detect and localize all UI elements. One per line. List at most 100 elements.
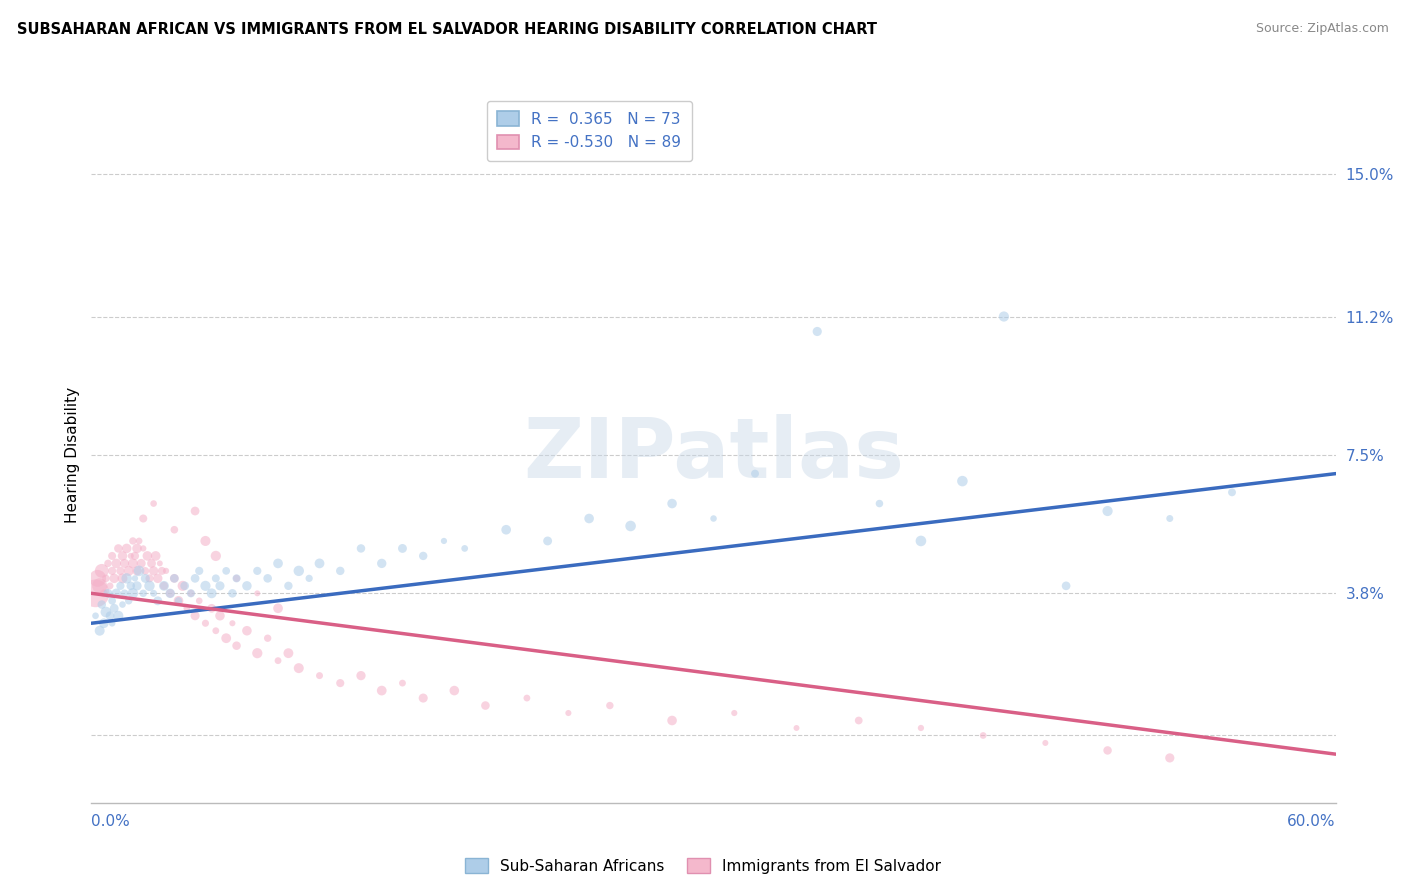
Point — [205, 624, 228, 638]
Point — [205, 571, 228, 585]
Point — [150, 564, 173, 578]
Point — [115, 571, 138, 585]
Point — [159, 586, 181, 600]
Point — [188, 594, 211, 608]
Point — [910, 533, 932, 548]
Text: SUBSAHARAN AFRICAN VS IMMIGRANTS FROM EL SALVADOR HEARING DISABILITY CORRELATION: SUBSAHARAN AFRICAN VS IMMIGRANTS FROM EL… — [17, 22, 877, 37]
Point — [134, 564, 156, 578]
Point — [495, 523, 517, 537]
Point — [869, 497, 891, 511]
Point — [267, 601, 290, 615]
Point — [84, 608, 107, 623]
Point — [138, 571, 160, 585]
Point — [391, 541, 413, 556]
Point — [1220, 485, 1243, 500]
Point — [950, 474, 973, 488]
Point — [578, 511, 600, 525]
Point — [208, 608, 231, 623]
Point — [225, 571, 247, 585]
Legend: Sub-Saharan Africans, Immigrants from El Salvador: Sub-Saharan Africans, Immigrants from El… — [458, 852, 948, 880]
Text: ZIPatlas: ZIPatlas — [523, 415, 904, 495]
Point — [329, 676, 352, 690]
Point — [1035, 736, 1057, 750]
Point — [97, 586, 120, 600]
Point — [267, 557, 290, 571]
Point — [132, 541, 155, 556]
Point — [105, 586, 128, 600]
Point — [298, 571, 321, 585]
Point — [453, 541, 475, 556]
Point — [236, 624, 259, 638]
Point — [236, 579, 259, 593]
Point — [350, 541, 373, 556]
Point — [146, 594, 169, 608]
Point — [138, 579, 160, 593]
Point — [128, 533, 150, 548]
Point — [142, 586, 165, 600]
Point — [180, 586, 202, 600]
Point — [142, 564, 165, 578]
Point — [105, 557, 128, 571]
Point — [125, 579, 148, 593]
Point — [90, 598, 112, 612]
Point — [149, 557, 172, 571]
Point — [93, 586, 115, 600]
Point — [221, 616, 243, 631]
Point — [599, 698, 621, 713]
Point — [136, 549, 159, 563]
Point — [412, 549, 434, 563]
Text: Source: ZipAtlas.com: Source: ZipAtlas.com — [1256, 22, 1389, 36]
Point — [205, 549, 228, 563]
Point — [98, 608, 121, 623]
Point — [145, 549, 167, 563]
Point — [661, 497, 683, 511]
Point — [1097, 504, 1119, 518]
Point — [120, 549, 142, 563]
Point — [167, 594, 190, 608]
Point — [308, 668, 330, 682]
Point — [90, 564, 112, 578]
Point — [134, 571, 156, 585]
Point — [110, 579, 132, 593]
Point — [516, 691, 538, 706]
Point — [350, 668, 373, 682]
Point — [86, 571, 108, 585]
Point — [163, 571, 186, 585]
Point — [132, 511, 155, 525]
Point — [155, 564, 177, 578]
Point — [111, 549, 134, 563]
Point — [153, 579, 176, 593]
Point — [225, 639, 247, 653]
Point — [744, 467, 766, 481]
Point — [194, 579, 217, 593]
Point — [124, 549, 146, 563]
Point — [107, 541, 129, 556]
Point — [1159, 511, 1181, 525]
Point — [246, 564, 269, 578]
Point — [972, 729, 994, 743]
Point — [785, 721, 807, 735]
Y-axis label: Hearing Disability: Hearing Disability — [65, 387, 80, 523]
Point — [141, 557, 163, 571]
Point — [111, 598, 134, 612]
Point — [1054, 579, 1077, 593]
Point — [110, 564, 132, 578]
Point — [167, 594, 190, 608]
Point — [118, 594, 141, 608]
Point — [114, 586, 136, 600]
Point — [267, 654, 290, 668]
Point — [256, 571, 278, 585]
Point — [121, 586, 145, 600]
Point — [121, 533, 145, 548]
Point — [184, 504, 207, 518]
Point — [1097, 743, 1119, 757]
Point — [97, 557, 120, 571]
Point — [443, 683, 465, 698]
Point — [94, 605, 117, 619]
Point — [246, 586, 269, 600]
Point — [103, 571, 125, 585]
Text: 60.0%: 60.0% — [1288, 814, 1336, 829]
Point — [115, 541, 138, 556]
Point — [208, 579, 231, 593]
Point — [176, 601, 198, 615]
